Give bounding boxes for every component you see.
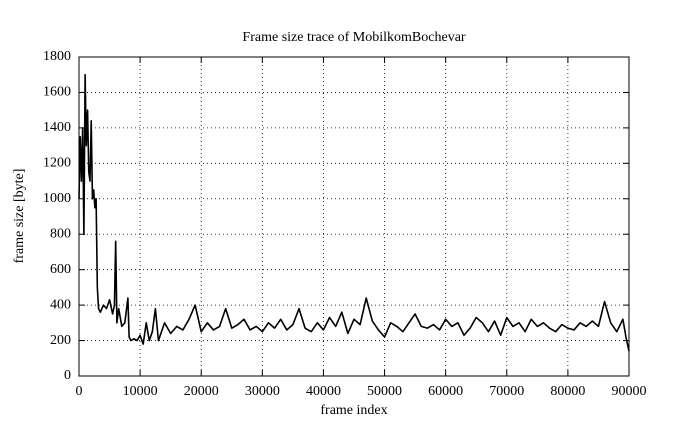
- x-tick-label: 30000: [245, 384, 280, 399]
- x-tick-label: 70000: [489, 384, 524, 399]
- y-tick-label: 1800: [43, 49, 71, 64]
- y-tick-label: 800: [50, 226, 71, 241]
- y-tick-label: 400: [50, 297, 71, 312]
- x-axis-label: frame index: [320, 403, 387, 418]
- x-tick-label: 90000: [612, 384, 647, 399]
- x-tick-label: 40000: [306, 384, 341, 399]
- x-tick-label: 50000: [367, 384, 402, 399]
- x-tick-label: 60000: [428, 384, 463, 399]
- y-tick-label: 0: [64, 368, 71, 383]
- chart-title: Frame size trace of MobilkomBochevar: [242, 30, 465, 45]
- y-tick-label: 600: [50, 262, 71, 277]
- y-tick-label: 1600: [43, 85, 71, 100]
- y-axis-label: frame size [byte]: [12, 169, 27, 264]
- x-tick-label: 0: [76, 384, 83, 399]
- y-tick-label: 1200: [43, 156, 71, 171]
- y-tick-label: 1400: [43, 120, 71, 135]
- y-tick-label: 200: [50, 333, 71, 348]
- x-tick-label: 20000: [184, 384, 219, 399]
- x-tick-label: 80000: [550, 384, 585, 399]
- x-tick-label: 10000: [123, 384, 158, 399]
- trace-line: [78, 73, 630, 352]
- y-tick-label: 1000: [43, 191, 71, 206]
- plot-frame: [78, 56, 630, 377]
